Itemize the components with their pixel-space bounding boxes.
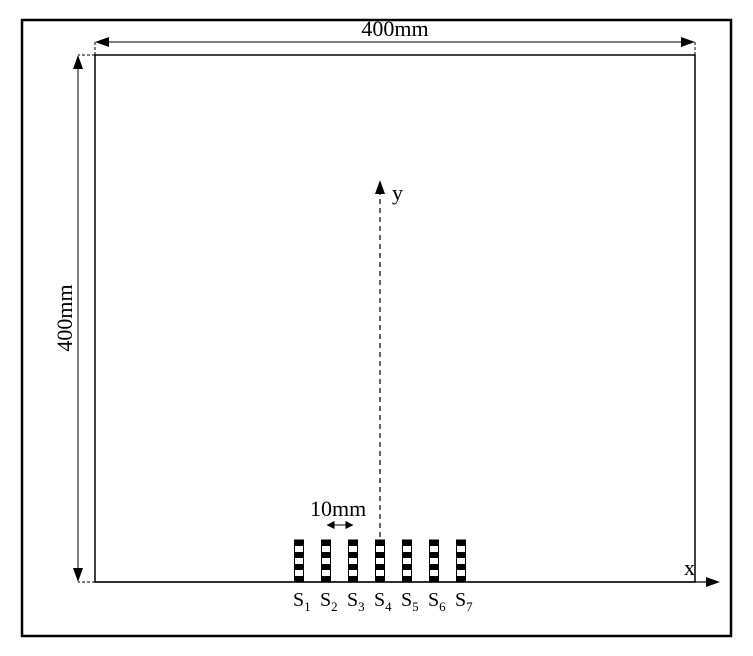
sensor-segment [376, 552, 385, 558]
sensor-segment [349, 552, 358, 558]
sensor-segment [376, 570, 385, 576]
sensor-segment [322, 558, 331, 564]
sensor-label-s7: S7 [455, 589, 473, 614]
sensor-segment [430, 564, 439, 570]
sensor-segment [403, 558, 412, 564]
sensor-segment [295, 576, 304, 582]
sensor-segment [457, 576, 466, 582]
sensor-segment [430, 570, 439, 576]
sensor-label-s5: S5 [401, 589, 419, 614]
sensor-segment [457, 570, 466, 576]
sensor-segment [403, 546, 412, 552]
arrowhead [73, 55, 83, 69]
arrowhead [73, 568, 83, 582]
sensor-segment [430, 552, 439, 558]
sensor-label-s2: S2 [320, 589, 338, 614]
sensor-segment [376, 546, 385, 552]
dim-top-label: 400mm [361, 16, 428, 41]
sensor-s7: S7 [455, 540, 473, 614]
sensor-s5: S5 [401, 540, 419, 614]
arrowhead [327, 521, 335, 529]
sensor-segment [457, 546, 466, 552]
dim-left-label: 400mm [52, 284, 77, 351]
sensor-segment [322, 564, 331, 570]
sensor-segment [376, 576, 385, 582]
sensor-label-s1: S1 [293, 589, 311, 614]
sensor-segment [430, 576, 439, 582]
sensor-segment [349, 540, 358, 546]
arrowhead [706, 577, 720, 587]
sensor-segment [295, 552, 304, 558]
sensor-segment [457, 564, 466, 570]
sensor-segment [322, 546, 331, 552]
sensor-segment [295, 558, 304, 564]
sensor-segment [295, 540, 304, 546]
sensor-s4: S4 [374, 540, 392, 614]
sensor-s1: S1 [293, 540, 311, 614]
sensor-s2: S2 [320, 540, 338, 614]
sensor-label-s6: S6 [428, 589, 446, 614]
sensor-segment [295, 546, 304, 552]
arrowhead [681, 37, 695, 47]
sensor-segment [349, 558, 358, 564]
sensor-segment [376, 564, 385, 570]
y-axis-label: y [392, 180, 403, 205]
sensor-segment [457, 540, 466, 546]
sensor-segment [403, 570, 412, 576]
sensor-segment [322, 570, 331, 576]
sensor-segment [349, 570, 358, 576]
dim-spacing-label: 10mm [310, 496, 366, 521]
arrowhead [95, 37, 109, 47]
sensor-label-s3: S3 [347, 589, 365, 614]
diagram-canvas: 400mm 400mm x y S1 S2 S3 S4 S5 S6 S7 10mm [0, 0, 753, 656]
sensor-segment [430, 546, 439, 552]
sensor-segment [376, 540, 385, 546]
sensor-segment [349, 546, 358, 552]
sensor-s6: S6 [428, 540, 446, 614]
sensor-segment [457, 558, 466, 564]
sensor-segment [322, 576, 331, 582]
sensor-segment [349, 564, 358, 570]
sensor-label-s4: S4 [374, 589, 392, 614]
x-axis-label: x [684, 555, 695, 580]
sensor-segment [403, 552, 412, 558]
sensor-segment [322, 540, 331, 546]
sensor-segment [403, 576, 412, 582]
sensor-segment [430, 540, 439, 546]
sensor-segment [457, 552, 466, 558]
sensor-segment [403, 540, 412, 546]
sensor-segment [430, 558, 439, 564]
sensor-segment [295, 564, 304, 570]
sensor-segment [349, 576, 358, 582]
sensor-segment [403, 564, 412, 570]
arrowhead [346, 521, 354, 529]
sensor-segment [295, 570, 304, 576]
arrowhead [375, 180, 385, 194]
sensor-s3: S3 [347, 540, 365, 614]
sensor-segment [376, 558, 385, 564]
sensor-segment [322, 552, 331, 558]
plate-rect [95, 55, 695, 582]
